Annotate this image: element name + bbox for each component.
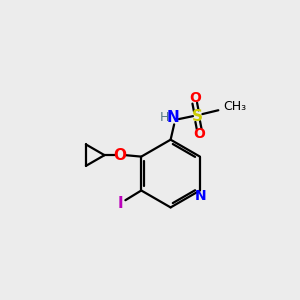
Text: O: O <box>189 91 201 105</box>
Text: O: O <box>193 128 205 141</box>
Text: CH₃: CH₃ <box>224 100 247 113</box>
Text: S: S <box>192 109 203 124</box>
Text: N: N <box>195 189 206 203</box>
Text: N: N <box>167 110 179 125</box>
Text: I: I <box>117 196 123 211</box>
Text: O: O <box>114 148 127 163</box>
Text: H: H <box>159 111 169 124</box>
